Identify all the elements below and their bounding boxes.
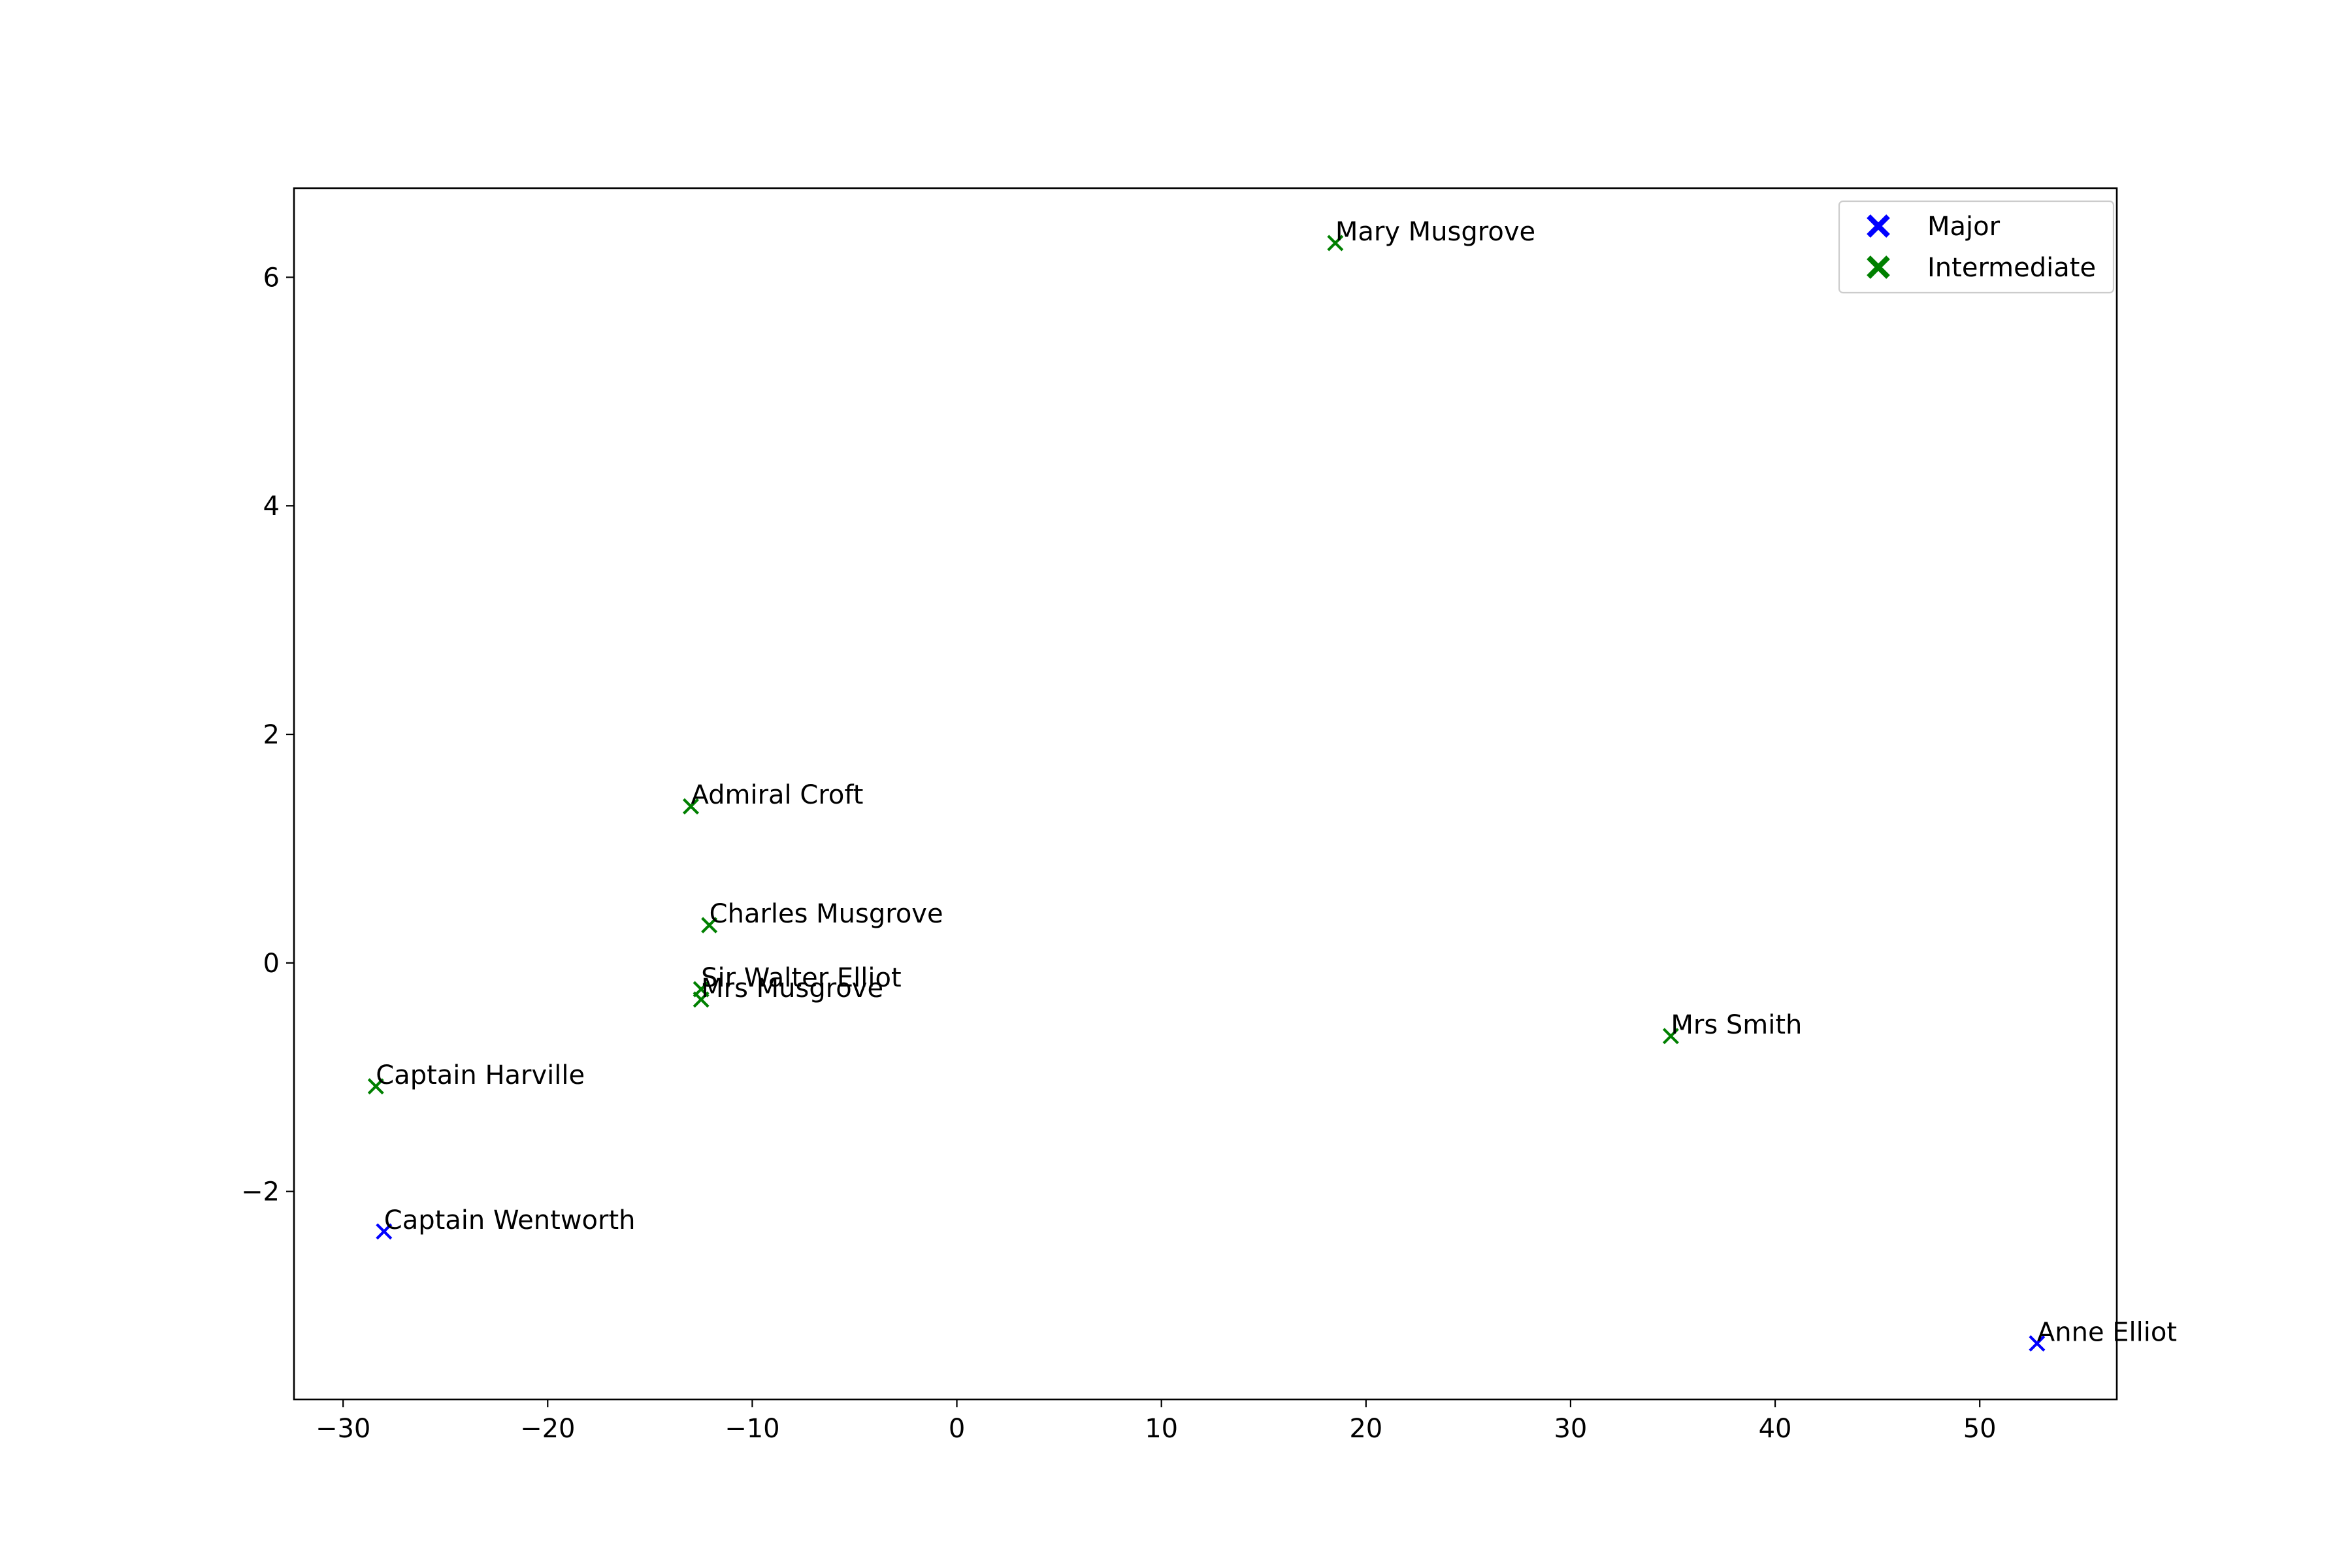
data-point: Sir Walter Elliot xyxy=(693,963,902,998)
point-label: Captain Wentworth xyxy=(384,1205,636,1235)
data-point: Mrs Smith xyxy=(1662,1010,1802,1045)
x-tick-label: −20 xyxy=(520,1414,575,1444)
x-marker xyxy=(376,1223,393,1240)
y-tick-label: 2 xyxy=(263,720,280,750)
x-tick-label: 10 xyxy=(1145,1414,1178,1444)
point-label: Charles Musgrove xyxy=(710,899,943,929)
legend-box xyxy=(1838,200,2115,294)
data-point: Admiral Croft xyxy=(682,780,863,815)
y-tick-label: −2 xyxy=(241,1177,280,1207)
y-axis: −2 0 2 4 6 xyxy=(241,263,294,1207)
x-marker xyxy=(701,917,718,934)
x-marker xyxy=(1327,235,1344,252)
x-tick-label: 30 xyxy=(1554,1414,1587,1444)
data-point: Anne Elliot xyxy=(2029,1317,2177,1352)
x-tick-label: 0 xyxy=(949,1414,965,1444)
plot-area-frame xyxy=(293,187,2118,1401)
legend: Major Intermediate xyxy=(1838,200,2115,294)
data-point: Charles Musgrove xyxy=(701,899,943,934)
legend-label: Intermediate xyxy=(1927,253,2096,283)
data-point: Mrs Musgrove xyxy=(693,973,883,1008)
x-marker xyxy=(682,798,699,815)
x-marker xyxy=(693,991,710,1008)
point-label: Captain Harville xyxy=(376,1060,585,1090)
data-points: Captain Wentworth Anne Elliot Mary Musgrov… xyxy=(367,217,2177,1352)
point-label: Admiral Croft xyxy=(691,780,863,810)
y-tick-label: 0 xyxy=(263,949,280,979)
legend-label: Major xyxy=(1927,212,2001,242)
x-axis: −30 −20 −10 0 10 20 30 40 50 xyxy=(316,1399,1997,1444)
point-label: Anne Elliot xyxy=(2037,1317,2177,1347)
point-label: Sir Walter Elliot xyxy=(701,963,902,993)
data-point: Captain Harville xyxy=(367,1060,585,1095)
point-label: Mrs Musgrove xyxy=(701,973,883,1004)
x-tick-label: 50 xyxy=(1963,1414,1997,1444)
point-label: Mary Musgrove xyxy=(1335,217,1535,247)
data-point: Captain Wentworth xyxy=(376,1205,636,1240)
x-marker xyxy=(1662,1028,1679,1045)
x-marker xyxy=(367,1078,384,1095)
x-tick-label: 40 xyxy=(1759,1414,1792,1444)
y-tick-label: 6 xyxy=(263,263,280,293)
x-tick-label: −10 xyxy=(725,1414,779,1444)
y-tick-label: 4 xyxy=(263,491,280,521)
x-marker xyxy=(2029,1335,2046,1352)
data-point: Mary Musgrove xyxy=(1327,217,1535,252)
x-tick-label: 20 xyxy=(1349,1414,1382,1444)
legend-marker xyxy=(1867,214,1890,238)
legend-marker xyxy=(1867,255,1890,279)
x-tick-label: −30 xyxy=(316,1414,370,1444)
point-label: Mrs Smith xyxy=(1671,1010,1802,1040)
